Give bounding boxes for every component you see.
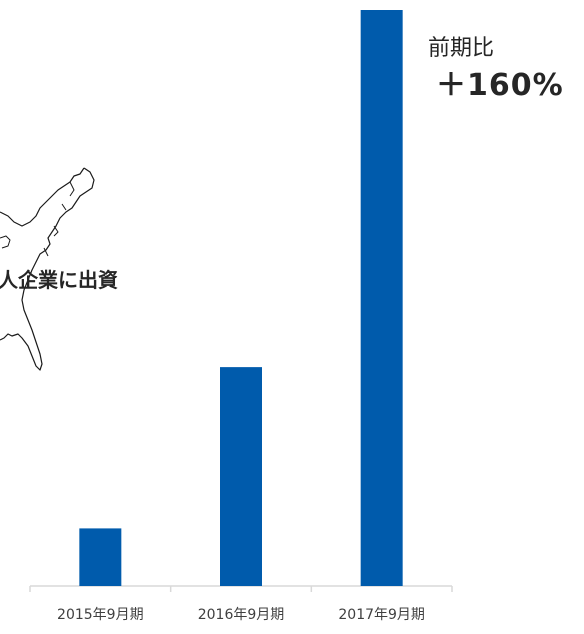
us-east-coast-map-icon xyxy=(0,167,95,371)
bar-3 xyxy=(360,10,403,586)
x-tick-label-2: 2016年9月期 xyxy=(198,607,285,623)
growth-callout-value: ＋160% xyxy=(436,68,564,103)
bar-1 xyxy=(79,528,122,586)
map-caption: 人企業に出資 xyxy=(0,268,118,292)
x-tick-label-1: 2015年9月期 xyxy=(57,607,144,623)
growth-callout-label: 前期比 xyxy=(428,36,495,61)
x-tick-label-3: 2017年9月期 xyxy=(338,607,425,623)
bar-2 xyxy=(220,367,262,586)
